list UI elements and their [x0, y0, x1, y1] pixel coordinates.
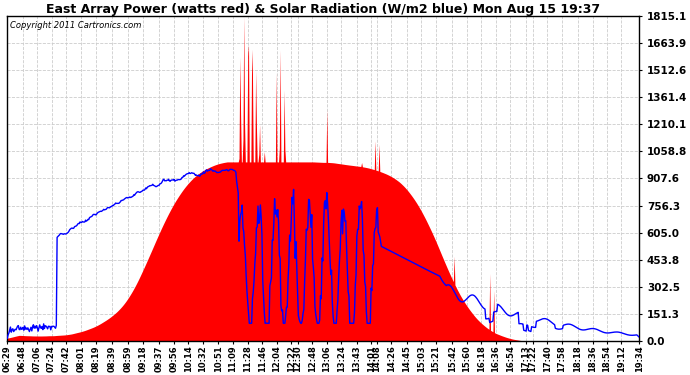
Text: Copyright 2011 Cartronics.com: Copyright 2011 Cartronics.com: [10, 21, 142, 30]
Title: East Array Power (watts red) & Solar Radiation (W/m2 blue) Mon Aug 15 19:37: East Array Power (watts red) & Solar Rad…: [46, 3, 600, 16]
